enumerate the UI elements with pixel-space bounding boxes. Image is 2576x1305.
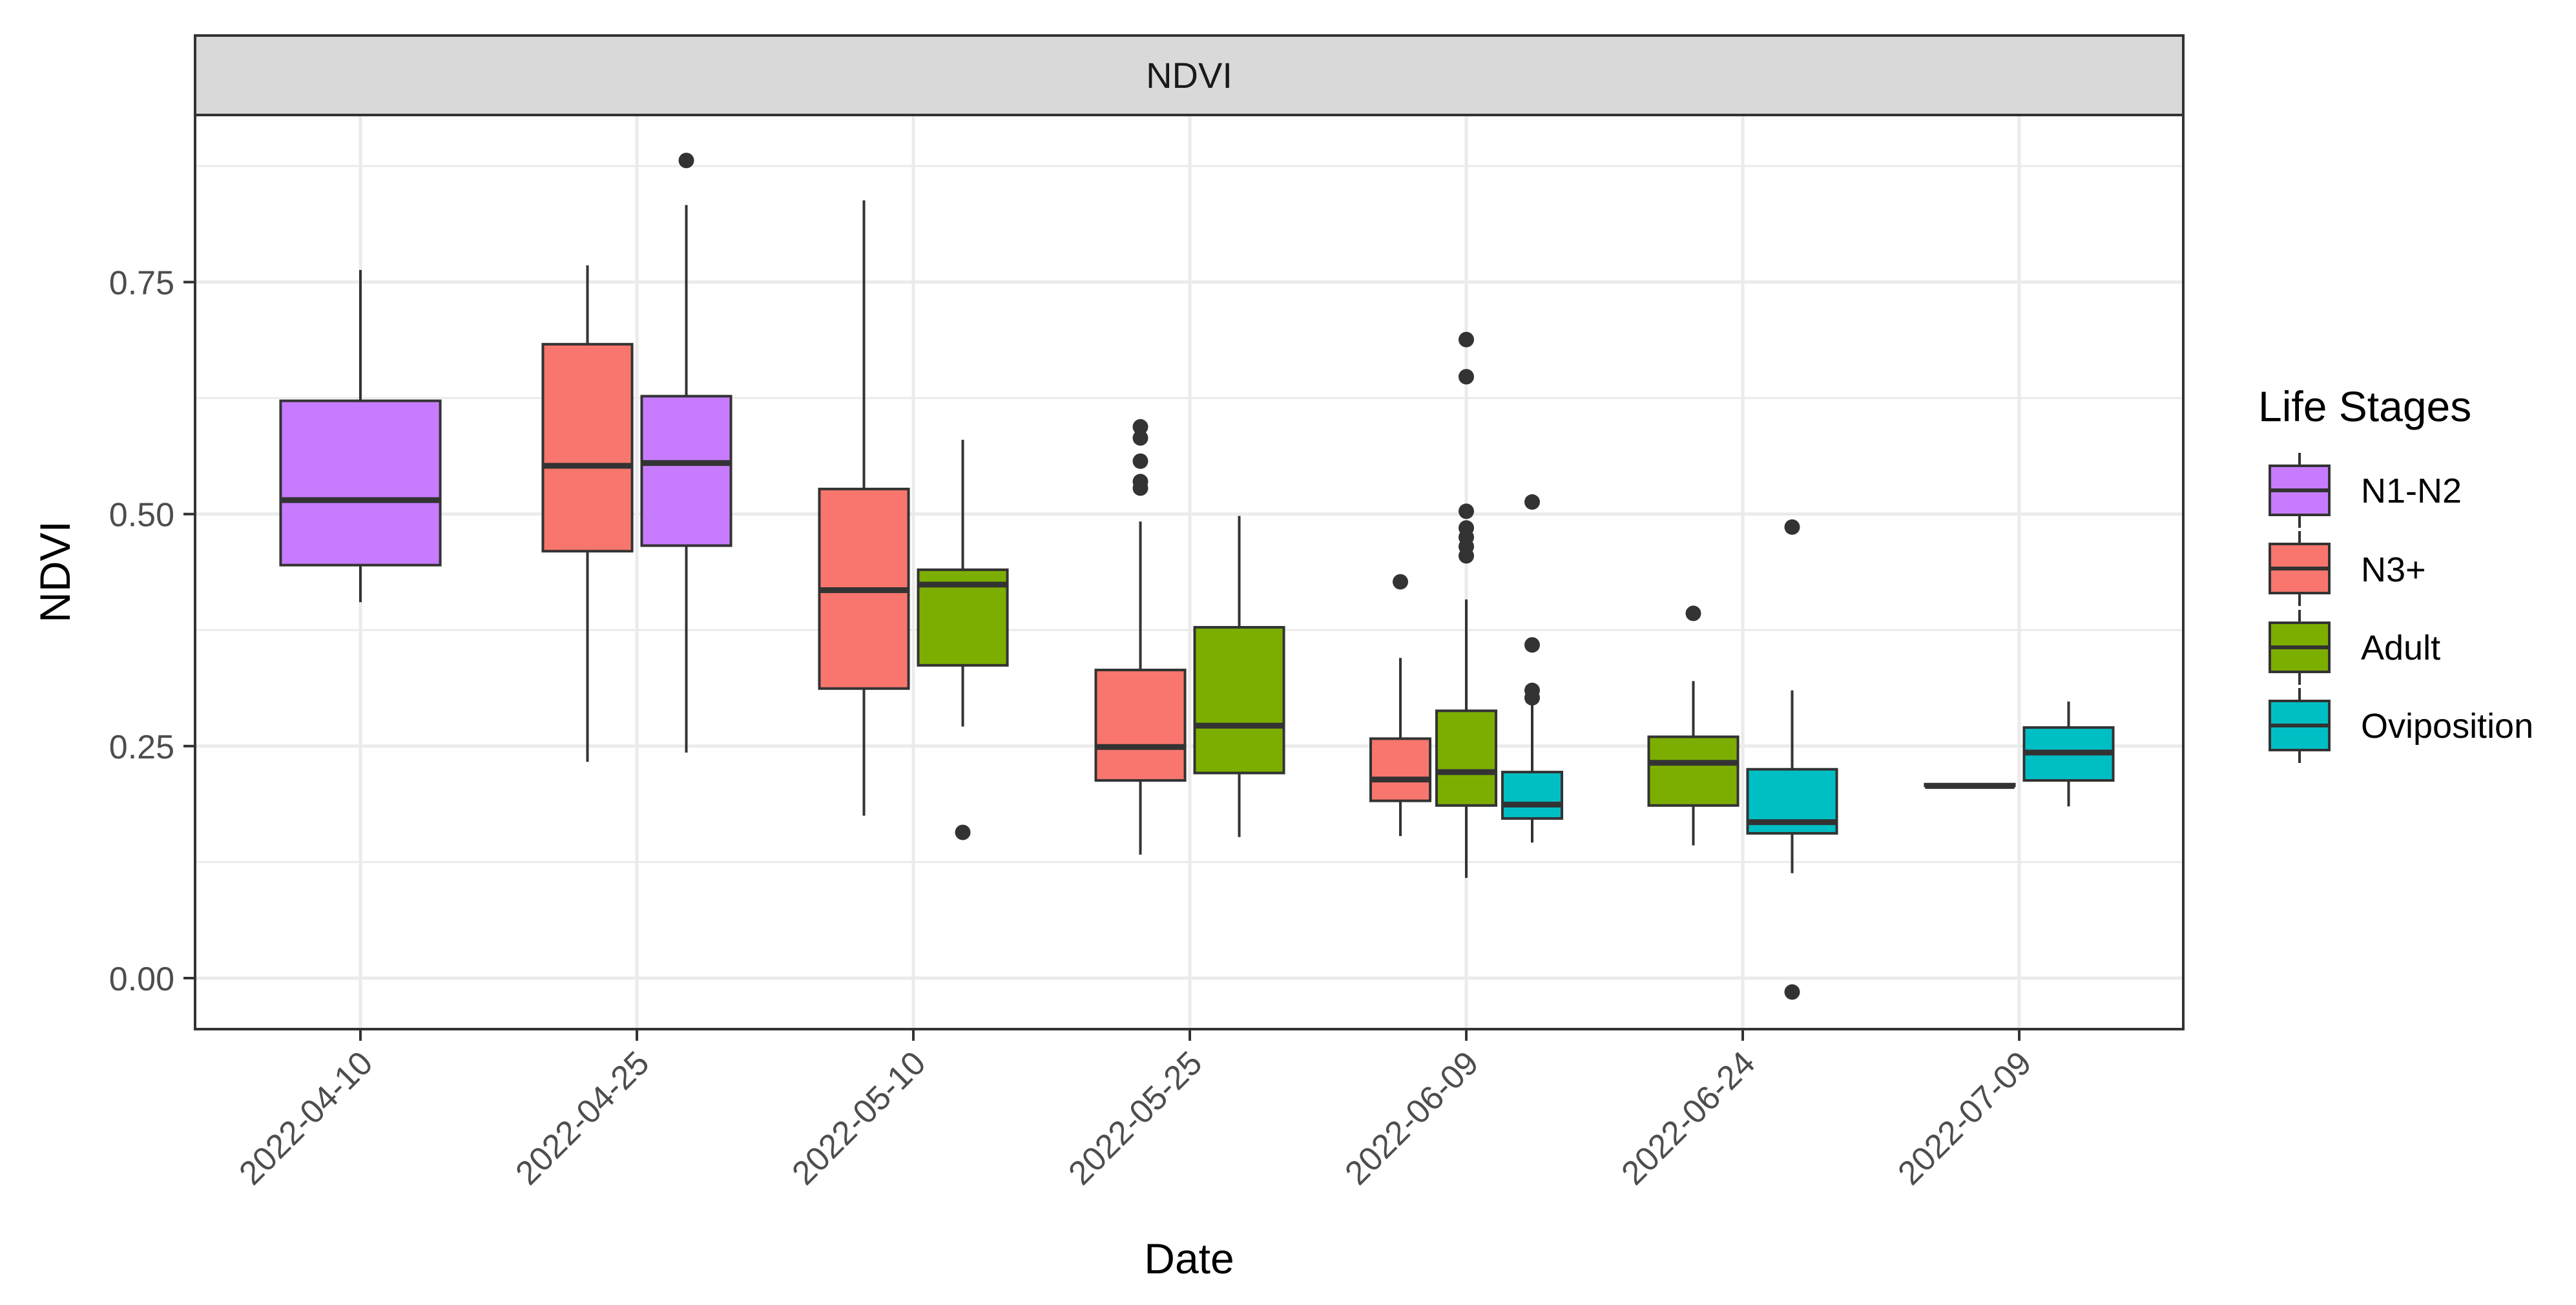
legend-key-adult [2269,610,2331,685]
box-2022-05-25-n3plus [1094,419,1187,855]
box-body [541,342,634,553]
box-body [1647,735,1740,807]
box-2022-04-10-n1-n2 [279,269,442,603]
legend: Life Stages N1-N2 N3+ Adult Oviposition [2258,382,2533,763]
box-body [1094,669,1187,782]
box-2022-06-24-adult [1647,605,1740,846]
outlier-point [1784,984,1800,1000]
outlier-point [1524,637,1540,653]
outlier-point [1459,503,1474,519]
outlier-point [1393,574,1408,590]
box-2022-05-10-n3plus [818,200,910,816]
grid-layer [195,115,2183,1029]
box-2022-06-09-n3plus [1369,574,1432,837]
legend-key-n1-n2 [2269,453,2331,528]
box-body [1435,709,1498,807]
box-body [640,395,732,547]
facet-strip [194,34,2185,116]
outlier-point [1132,430,1148,446]
legend-label-n3plus: N3+ [2361,550,2426,589]
box-body [279,399,442,567]
box-2022-05-25-adult [1193,516,1285,837]
box-2022-06-24-oviposition [1746,519,1838,1000]
outlier-point [1132,453,1148,469]
outlier-point [1459,520,1474,536]
outlier-point [1132,474,1148,490]
outlier-point [1524,682,1540,698]
legend-label-oviposition: Oviposition [2361,707,2533,746]
box-2022-07-09-adult [1924,782,2016,789]
box-2022-06-09-oviposition [1501,494,1564,843]
outlier-point [1459,369,1474,385]
box-2022-04-25-n3plus [541,265,634,762]
x-axis-title: Date [1144,1235,1234,1282]
y-tick-label: 0.25 [109,729,174,766]
y-tick-label: 0.50 [109,497,174,534]
outlier-point [955,824,971,840]
legend-key-oviposition [2269,688,2331,763]
legend-title: Life Stages [2258,382,2471,430]
legend-keys [2269,453,2331,763]
outlier-point [678,152,694,169]
facet-strip-title: NDVI [1146,55,1232,96]
outlier-point [1524,494,1540,510]
box-layer [279,152,2115,1000]
y-tick-label: 0.75 [109,265,174,302]
y-tick-label: 0.00 [109,961,174,998]
outlier-point [1784,519,1800,535]
box-2022-07-09-oviposition [2022,701,2115,807]
box-2022-06-09-adult [1435,331,1498,878]
box-body [1369,737,1432,802]
box-2022-05-10-adult [917,439,1009,840]
legend-label-adult: Adult [2361,629,2440,667]
box-2022-04-25-n1-n2 [640,152,732,753]
outlier-point [1459,331,1474,348]
y-axis-title: NDVI [31,521,79,623]
box-body [1501,771,1564,820]
box-body [1193,625,1285,775]
legend-label-n1-n2: N1-N2 [2361,472,2462,510]
legend-key-n3plus [2269,531,2331,606]
outlier-point [1132,419,1148,435]
outlier-point [1685,605,1701,621]
